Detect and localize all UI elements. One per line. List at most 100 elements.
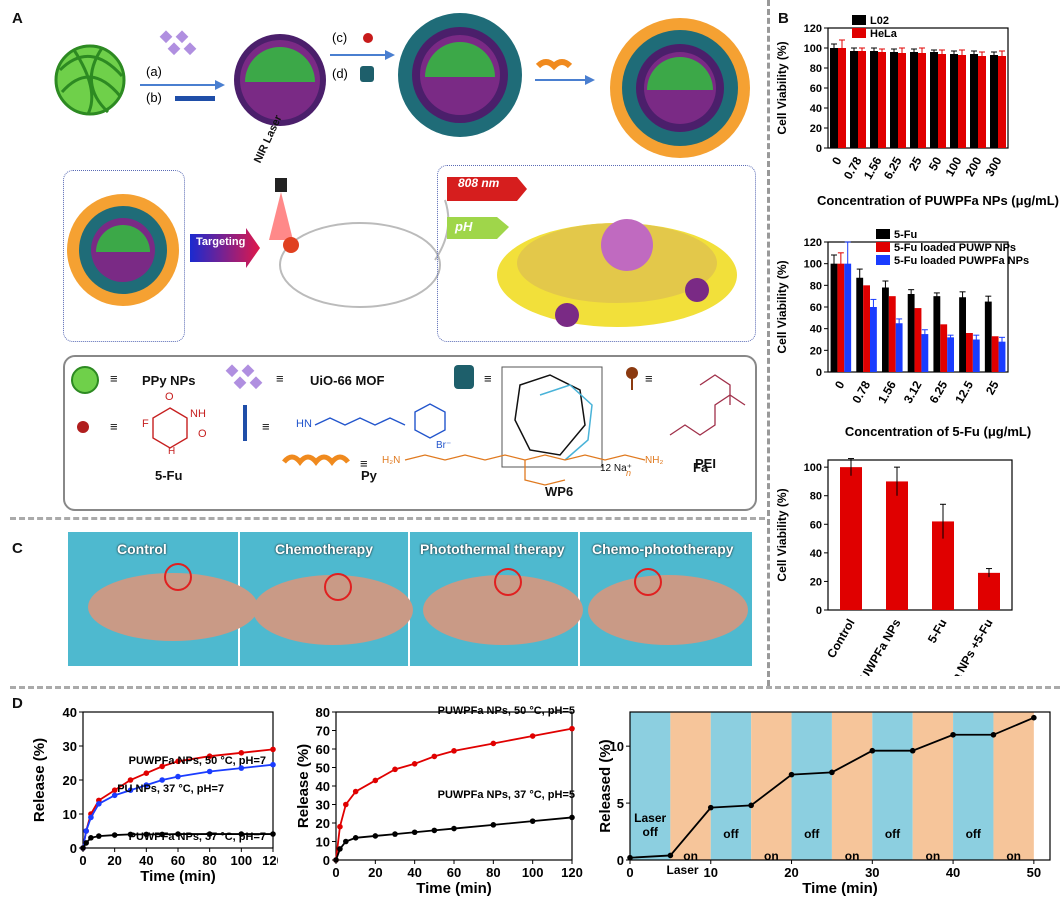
pei-legend-label: PEI [695, 456, 716, 471]
fa-structure [669, 374, 746, 436]
ppy-equiv: ≡ [110, 371, 118, 386]
wavelength-label: 808 nm [458, 176, 500, 190]
targeted-np-icon [67, 194, 179, 306]
divider-horizontal-upper [10, 517, 765, 520]
pei-structure [404, 454, 646, 486]
pei-structure-n: n [626, 468, 632, 478]
y-tick-label: 60 [810, 83, 822, 95]
bar [950, 54, 958, 148]
mouse-illustration [269, 178, 450, 308]
legend-swatch [876, 229, 890, 239]
data-point [392, 831, 398, 837]
bar [840, 467, 862, 610]
y-tick-label: 10 [316, 835, 330, 850]
interval-label: off [804, 827, 820, 841]
ppy-legend-label: PPy NPs [142, 373, 196, 388]
fu-structure-nh: NH [190, 408, 206, 420]
laser-interval [751, 712, 792, 860]
data-point [667, 852, 674, 859]
data-point [80, 845, 86, 851]
y-tick-label: 100 [804, 462, 822, 474]
data-point [451, 748, 457, 754]
data-point [83, 828, 89, 834]
photo-label-control: Control [117, 541, 167, 557]
y-tick-label: 80 [810, 491, 822, 503]
interval-label: on [683, 849, 698, 863]
y-tick-label: 0 [70, 841, 77, 856]
x-tick-label: 120 [561, 865, 583, 880]
data-point [372, 777, 379, 784]
x-tick-label: 12.5 [952, 378, 976, 406]
legend-swatch [876, 255, 890, 265]
x-tick-label: 1.56 [861, 154, 885, 182]
x-axis-label: Concentration of PUWPFa NPs (μg/mL) [817, 193, 1059, 208]
data-point [127, 831, 134, 838]
y-tick-label: 10 [63, 807, 77, 822]
series-label: PUWPFa NPs, 50 °C, pH=7 [129, 755, 266, 767]
py-legend-label: Py [361, 468, 377, 483]
panel-label-a: A [12, 10, 23, 27]
interval-label: on [1006, 849, 1021, 863]
x-tick-label: 3.12 [901, 378, 925, 406]
x-tick-label: 60 [447, 865, 461, 880]
bar [882, 287, 889, 372]
y-axis-label: Release (%) [295, 744, 312, 828]
legend-swatch [876, 242, 890, 252]
interval-label: off [643, 825, 659, 839]
mof-coated-sphere-icon [234, 34, 326, 126]
data-point [950, 731, 956, 738]
data-point [143, 782, 150, 788]
y-tick-label: 60 [316, 742, 330, 757]
data-point [343, 801, 349, 808]
bar [870, 307, 877, 372]
y-tick-label: 0 [816, 143, 822, 155]
data-point [372, 833, 379, 839]
synthesis-schematic: (a) (b) (c) (d) [54, 13, 750, 158]
x-tick-label: 6.25 [881, 154, 905, 182]
bar [921, 334, 929, 372]
x-tick-label: 20 [368, 865, 382, 880]
bar [940, 324, 948, 372]
bar [888, 296, 896, 372]
mof-legend-label: UiO-66 MOF [310, 373, 385, 388]
x-tick-label: 300 [982, 154, 1004, 179]
data-point [270, 831, 276, 837]
y-tick-label: 40 [316, 779, 330, 794]
laser-interval [630, 712, 671, 860]
series-label: PUWPFa NPs, 37 °C, pH=7 [129, 831, 266, 843]
data-point [143, 831, 150, 838]
pei-structure-nh2: NH₂ [645, 455, 664, 466]
laser-interval [993, 712, 1034, 860]
bar [856, 277, 864, 372]
data-point [238, 831, 245, 837]
x-tick-label: 10 [704, 865, 718, 880]
y-axis-label: Cell Viability (%) [775, 488, 789, 581]
data-point [343, 838, 349, 845]
bar [910, 52, 918, 148]
data-point [159, 831, 165, 838]
data-point [127, 777, 134, 783]
x-tick-label: 30 [865, 865, 879, 880]
x-tick-label: 0.78 [841, 154, 865, 182]
y-tick-label: 100 [804, 43, 822, 55]
bar [837, 263, 845, 372]
data-point [829, 769, 835, 776]
data-point [569, 725, 575, 732]
data-point [175, 831, 181, 837]
series-label: PU NPs, 37 °C, pH=7 [117, 783, 224, 795]
component-legend [63, 355, 757, 511]
plot-frame [335, 711, 573, 861]
y-tick-label: 20 [316, 816, 330, 831]
fu-structure-h: H [168, 446, 176, 457]
legend-label: HeLa [870, 28, 898, 40]
bar [850, 51, 858, 148]
x-tick-label: 60 [171, 853, 185, 868]
bar [858, 51, 866, 148]
interval-label: on [845, 849, 860, 863]
photo-label-chemotherapy: Chemotherapy [275, 541, 374, 557]
x-tick-label: 0 [626, 865, 633, 880]
data-point [909, 747, 916, 754]
legend-swatch [852, 28, 866, 38]
bar [966, 333, 973, 372]
